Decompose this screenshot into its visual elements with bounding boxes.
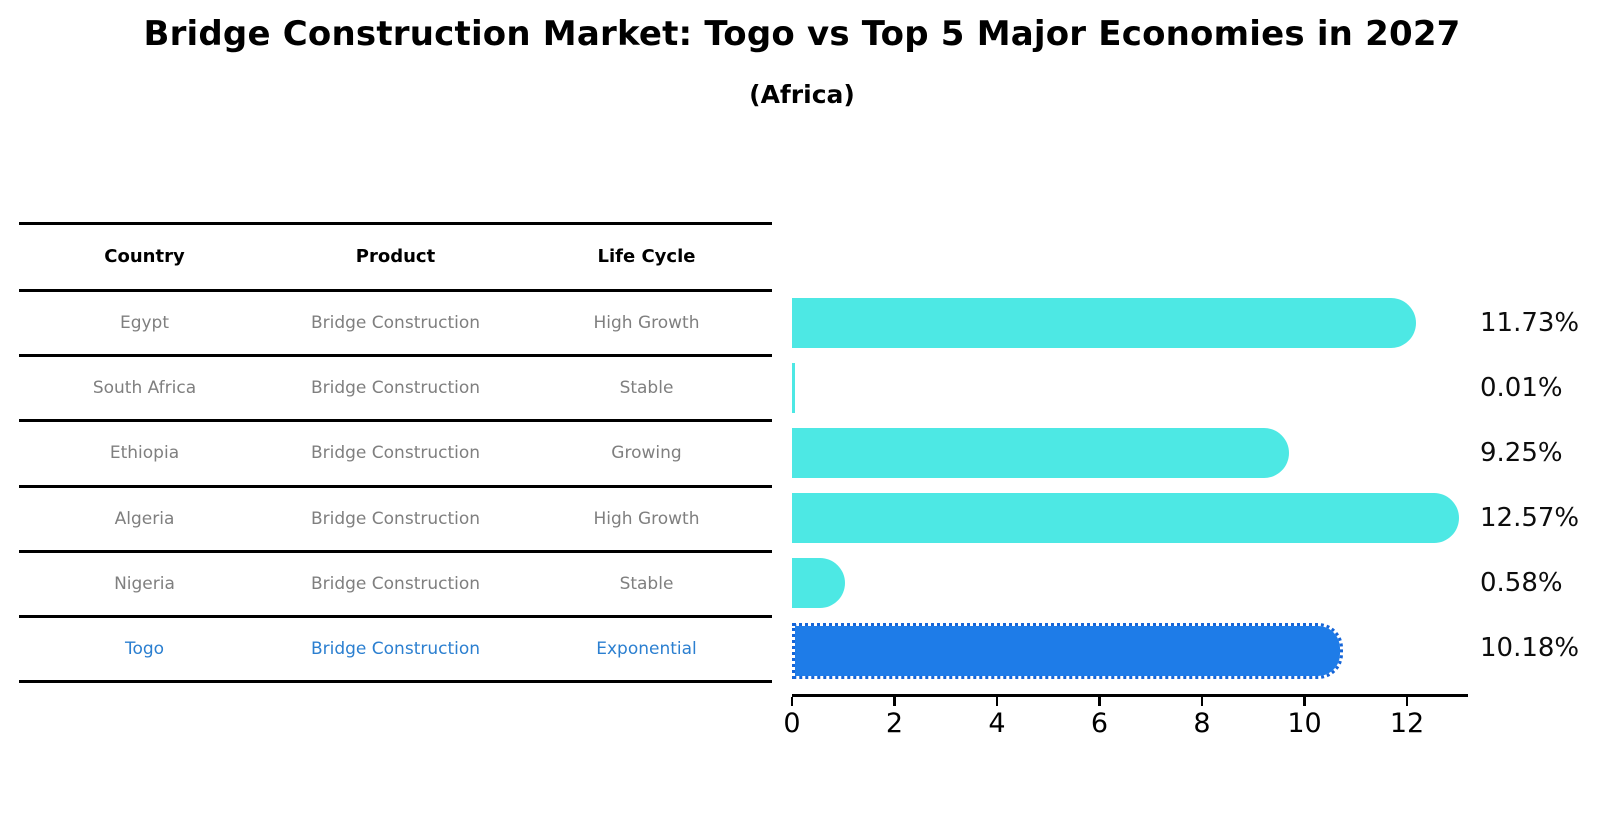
product-cell: Bridge Construction: [310, 312, 481, 333]
country-cell: Nigeria: [114, 573, 175, 594]
chart-title: Bridge Construction Market: Togo vs Top …: [143, 14, 1461, 54]
x-tick-label: 10: [1287, 708, 1322, 739]
value-label-nigeria: 0.58%: [1480, 568, 1563, 598]
x-tick-mark: [1098, 696, 1101, 706]
value-label-egypt: 11.73%: [1480, 308, 1580, 338]
value-label-algeria: 12.57%: [1480, 503, 1580, 533]
table-row-south-africa: South Africa Bridge Construction Stable: [19, 356, 772, 419]
bar-nigeria: [792, 558, 845, 608]
life-cycle-cell: Stable: [619, 573, 674, 594]
bar-algeria: [792, 493, 1460, 543]
x-tick-mark: [790, 696, 794, 706]
table-rule: [19, 485, 772, 488]
life-cycle-cell: High Growth: [593, 508, 700, 529]
x-tick-mark: [1303, 696, 1306, 706]
life-cycle-cell: Growing: [611, 443, 682, 463]
table-row-togo: Togo Bridge Construction Exponential: [19, 617, 772, 680]
x-tick-label: 12: [1389, 708, 1425, 739]
x-tick-label: 4: [988, 708, 1006, 739]
country-cell: Ethiopia: [109, 443, 180, 463]
product-cell: Bridge Construction: [310, 638, 481, 659]
table-row-ethiopia: Ethiopia Bridge Construction Growing: [19, 421, 772, 485]
bar-ethiopia: [792, 428, 1290, 478]
x-axis-line: [792, 694, 1468, 697]
chart-subtitle: (Africa): [749, 80, 855, 109]
table-rule: [19, 222, 772, 225]
table-rule: [19, 289, 772, 292]
table-rule: [19, 550, 772, 553]
x-tick-mark: [995, 696, 999, 706]
table-rule: [19, 354, 772, 357]
table-rule: [19, 680, 772, 683]
product-cell: Bridge Construction: [310, 508, 481, 529]
bar-south-africa: [792, 363, 795, 413]
x-tick-label: 8: [1193, 708, 1211, 739]
country-cell: Egypt: [119, 312, 170, 333]
x-tick-mark: [1405, 696, 1409, 706]
x-tick-label: 6: [1090, 708, 1109, 739]
table-header-product: Product: [355, 246, 436, 267]
product-cell: Bridge Construction: [310, 573, 481, 594]
bar-egypt: [792, 298, 1417, 348]
value-label-south-africa: 0.01%: [1480, 373, 1563, 403]
bar-togo-highlighted: [792, 623, 1343, 679]
table-header-life-cycle: Life Cycle: [597, 246, 696, 267]
x-tick-mark: [893, 696, 896, 706]
table-rule: [19, 419, 772, 422]
x-tick-label: 2: [885, 708, 904, 739]
value-label-togo: 10.18%: [1480, 633, 1580, 663]
country-cell: Togo: [124, 638, 165, 659]
value-label-ethiopia: 9.25%: [1480, 438, 1563, 468]
table-rule: [19, 615, 772, 618]
life-cycle-cell: Exponential: [596, 638, 697, 659]
life-cycle-cell: Stable: [619, 377, 674, 398]
x-tick-mark: [1200, 696, 1204, 706]
product-cell: Bridge Construction: [310, 443, 481, 463]
x-tick-label: 0: [783, 708, 801, 739]
table-header-row: Country Product Life Cycle: [19, 224, 772, 289]
country-cell: Algeria: [114, 508, 175, 529]
table-row-algeria: Algeria Bridge Construction High Growth: [19, 487, 772, 550]
life-cycle-cell: High Growth: [593, 312, 700, 333]
country-cell: South Africa: [92, 377, 197, 398]
product-cell: Bridge Construction: [310, 377, 481, 398]
table-header-country: Country: [104, 246, 185, 267]
table-row-egypt: Egypt Bridge Construction High Growth: [19, 291, 772, 354]
table-row-nigeria: Nigeria Bridge Construction Stable: [19, 552, 772, 615]
